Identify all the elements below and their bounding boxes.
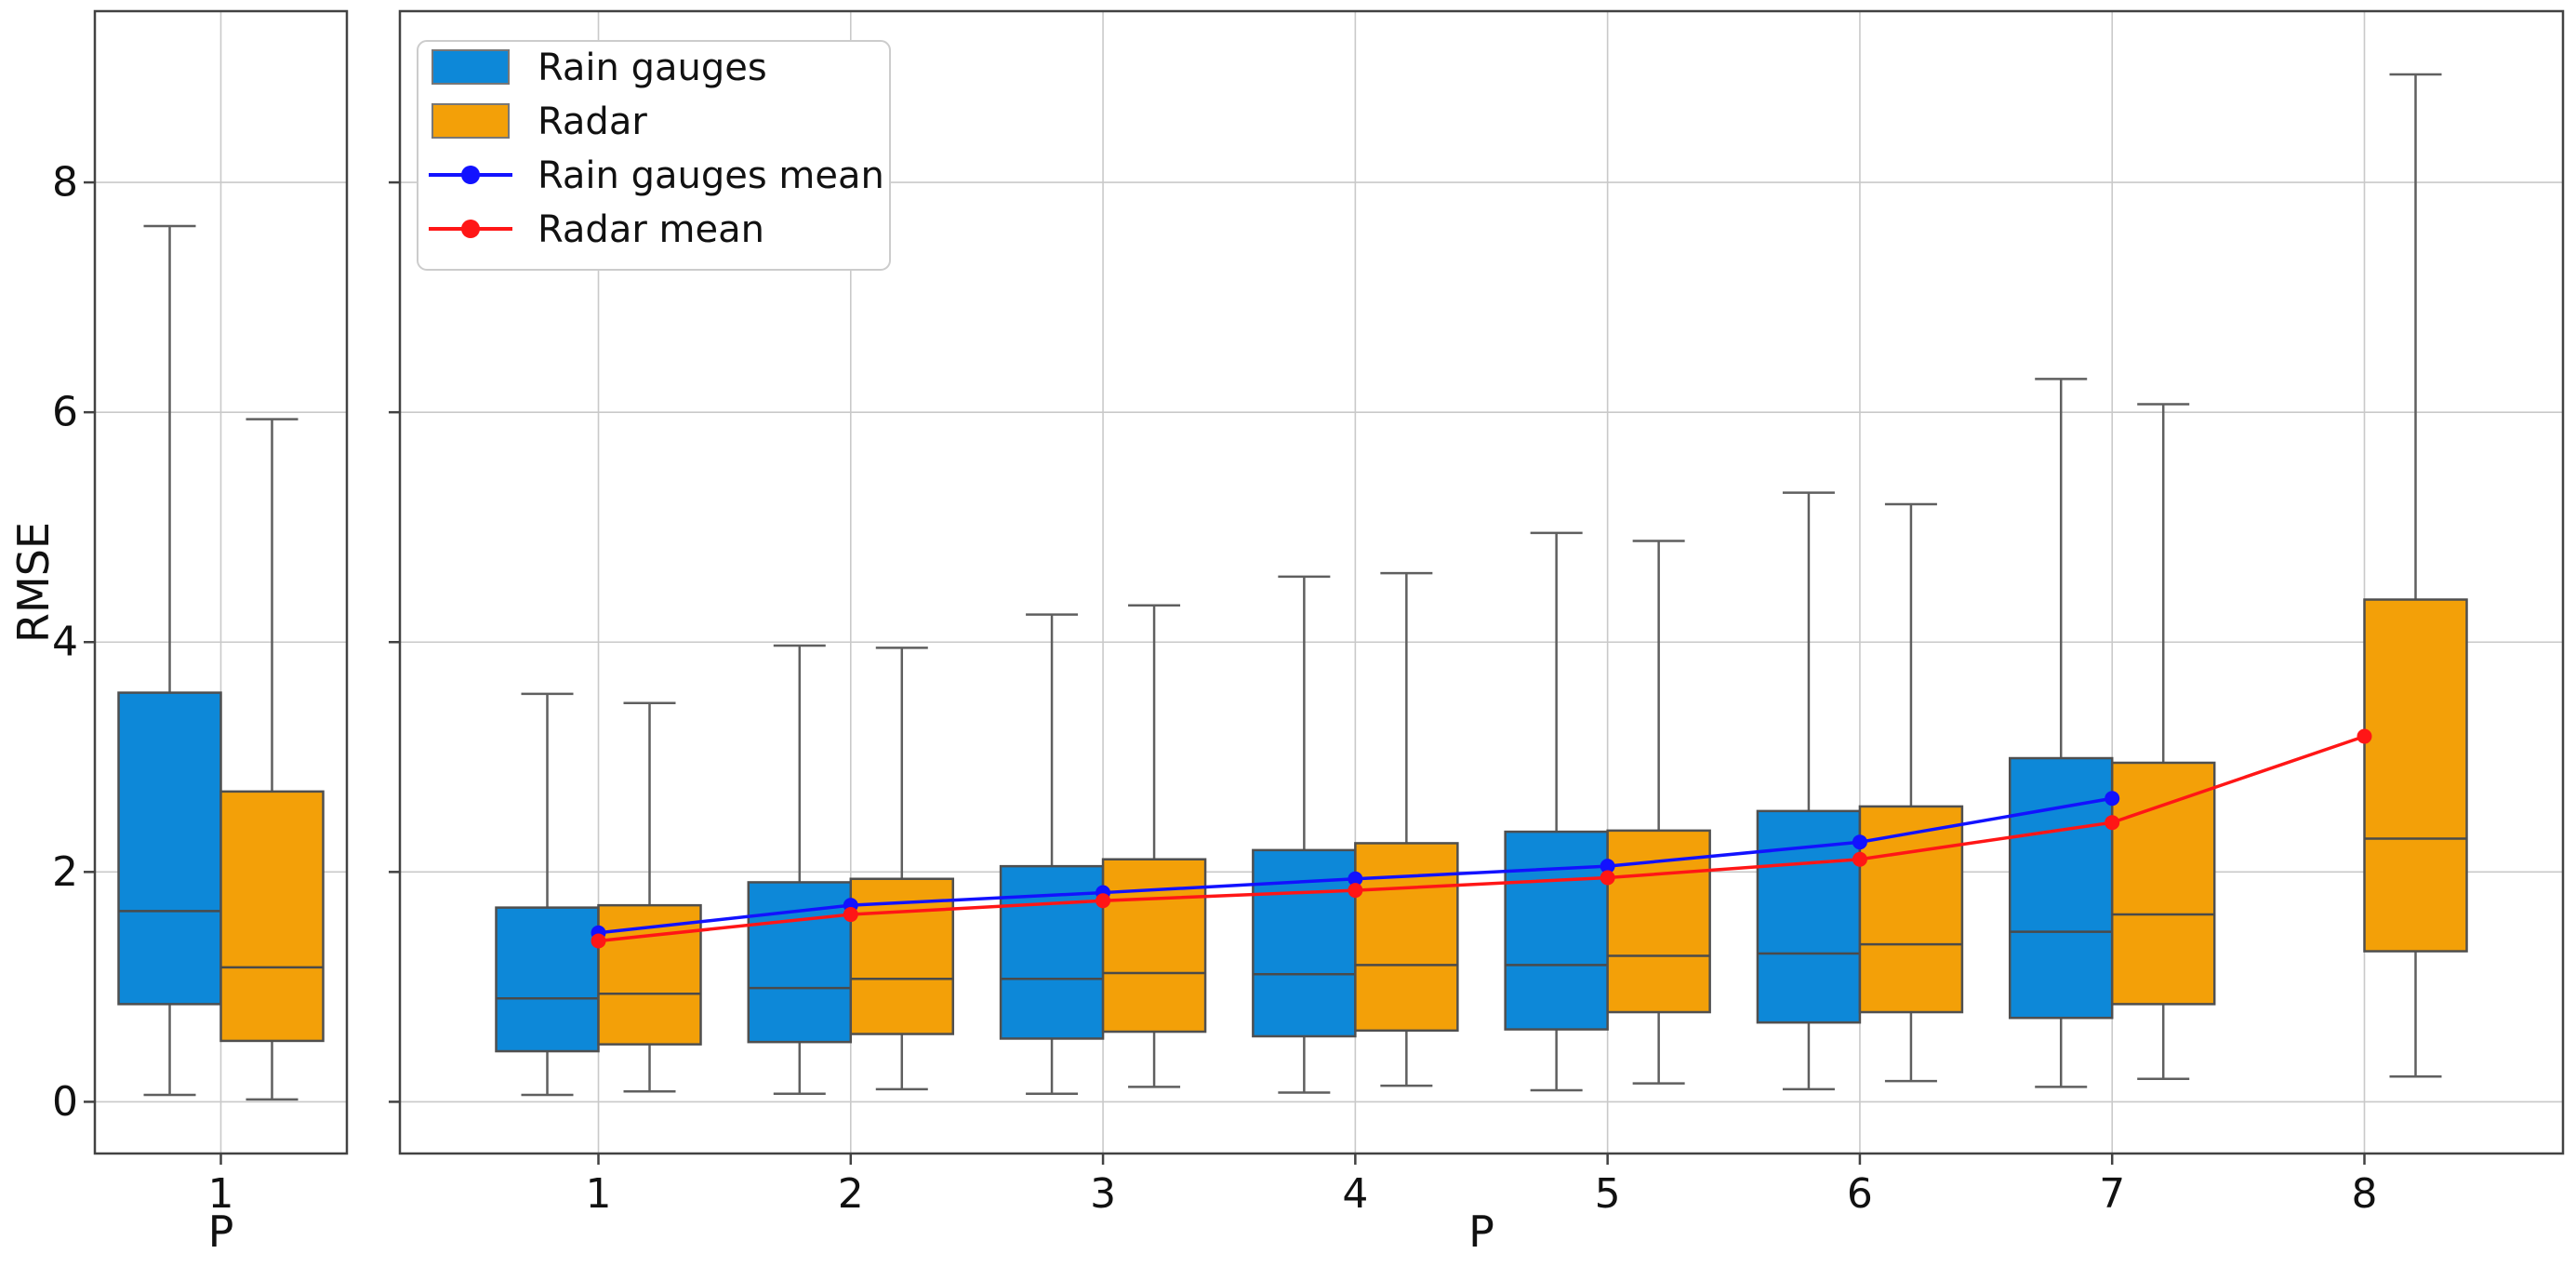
- legend-item-rain-gauges: Rain gauges: [432, 47, 767, 89]
- iqr-box: [219, 790, 325, 1043]
- radar-mean-line: [598, 734, 2366, 943]
- legend-label-rain-gauges: Rain gauges: [538, 47, 767, 89]
- box-rain-gauges-p4: [1252, 575, 1357, 1094]
- y-tick-label: 2: [52, 848, 78, 896]
- radar-mean-point-p2: [843, 907, 858, 923]
- radar-swatch-icon: [432, 103, 510, 139]
- x-tick-label: 5: [1595, 1170, 1621, 1218]
- legend-box: [417, 40, 891, 271]
- box-rain-gauges-p7: [2008, 378, 2114, 1088]
- right-panel: 1 2 3 4 5 6 7 8: [389, 9, 2565, 1218]
- legend-label-radar-mean: Radar mean: [538, 208, 764, 251]
- yaxis-label: RMSE: [8, 522, 59, 643]
- rain-gauges-mean-point-p6: [1852, 834, 1867, 850]
- box-rain-gauges-p5: [1504, 531, 1609, 1092]
- y-tick-label: 0: [52, 1078, 78, 1126]
- rain-gauges-mean-point-p5: [1600, 859, 1615, 874]
- panels-group: 1 0 2 4 6 8 1 2 3 4 5 6 7 8: [52, 9, 2565, 1218]
- radar-mean-point-p8: [2357, 728, 2372, 744]
- iqr-box: [2363, 598, 2468, 953]
- box-rain-gauges-p1: [495, 692, 600, 1097]
- radar-mean-point-p3: [1095, 893, 1111, 909]
- y-tick-label: 4: [52, 619, 78, 666]
- x-tick-label: 1: [208, 1170, 234, 1218]
- rain-gauges-mean-point-p4: [1348, 871, 1363, 887]
- x-tick-label: 6: [1847, 1170, 1873, 1218]
- y-tick-label: 6: [52, 389, 78, 436]
- left-panel: 1 0 2 4 6 8: [52, 9, 349, 1218]
- box-rain-gauges-p6: [1756, 491, 1862, 1091]
- radar-mean-dot-icon: [461, 220, 480, 238]
- right-panel-xaxis-label: P: [1468, 1207, 1494, 1257]
- legend-label-rain-gauges-mean: Rain gauges mean: [538, 154, 884, 197]
- box-radar-p3: [1101, 604, 1207, 1088]
- x-tick-label: 1: [586, 1170, 612, 1218]
- box-radar-p1: [597, 701, 702, 1093]
- iqr-box: [1504, 830, 1609, 1031]
- legend-item-rain-gauges-mean: Rain gauges mean: [429, 154, 884, 197]
- box-radar-p8: [2363, 73, 2468, 1078]
- y-tick-label: 8: [52, 159, 78, 207]
- x-tick-label: 2: [838, 1170, 864, 1218]
- iqr-box: [1858, 805, 1964, 1014]
- radar-mean-point-p1: [591, 933, 606, 949]
- iqr-box: [1101, 858, 1207, 1034]
- x-tick-label: 7: [2099, 1170, 2125, 1218]
- radar-mean-point-p5: [1600, 870, 1615, 886]
- iqr-box: [747, 881, 853, 1044]
- iqr-box: [2110, 761, 2216, 1006]
- box-radar-p2: [849, 647, 955, 1091]
- box-radar-p4: [1354, 571, 1459, 1087]
- x-tick-label: 8: [2351, 1170, 2377, 1218]
- legend-item-radar-mean: Radar mean: [429, 208, 764, 251]
- box-radar-p6: [1858, 502, 1964, 1083]
- radar-mean-point-p6: [1852, 851, 1867, 867]
- legend-label-radar: Radar: [538, 100, 647, 143]
- left-panel-xaxis-label: P: [208, 1207, 234, 1257]
- iqr-box: [1354, 842, 1459, 1033]
- rain-gauges-mean-dot-icon: [461, 166, 480, 184]
- iqr-box: [495, 906, 600, 1053]
- box-radar-p5: [1606, 540, 1711, 1085]
- iqr-box: [117, 691, 222, 1006]
- iqr-box: [2008, 756, 2114, 1020]
- x-tick-label: 3: [1090, 1170, 1116, 1218]
- legend-item-radar: Radar: [432, 100, 647, 143]
- iqr-box: [1252, 848, 1357, 1038]
- box-rain-gauges-p3: [999, 613, 1105, 1096]
- rain-gauges-swatch-icon: [432, 49, 510, 85]
- radar-mean-point-p4: [1348, 883, 1363, 899]
- box-rain-gauges-p1: [117, 224, 222, 1097]
- legend: Rain gauges Radar Rain gauges mean Radar…: [417, 40, 891, 271]
- rain-gauges-mean-point-p7: [2105, 791, 2120, 807]
- panel-spines: [398, 9, 2565, 1155]
- box-radar-p7: [2110, 403, 2216, 1080]
- x-tick-label: 4: [1342, 1170, 1368, 1218]
- box-rain-gauges-p2: [747, 644, 853, 1096]
- box-radar-p1: [219, 418, 325, 1101]
- radar-mean-point-p7: [2105, 815, 2120, 831]
